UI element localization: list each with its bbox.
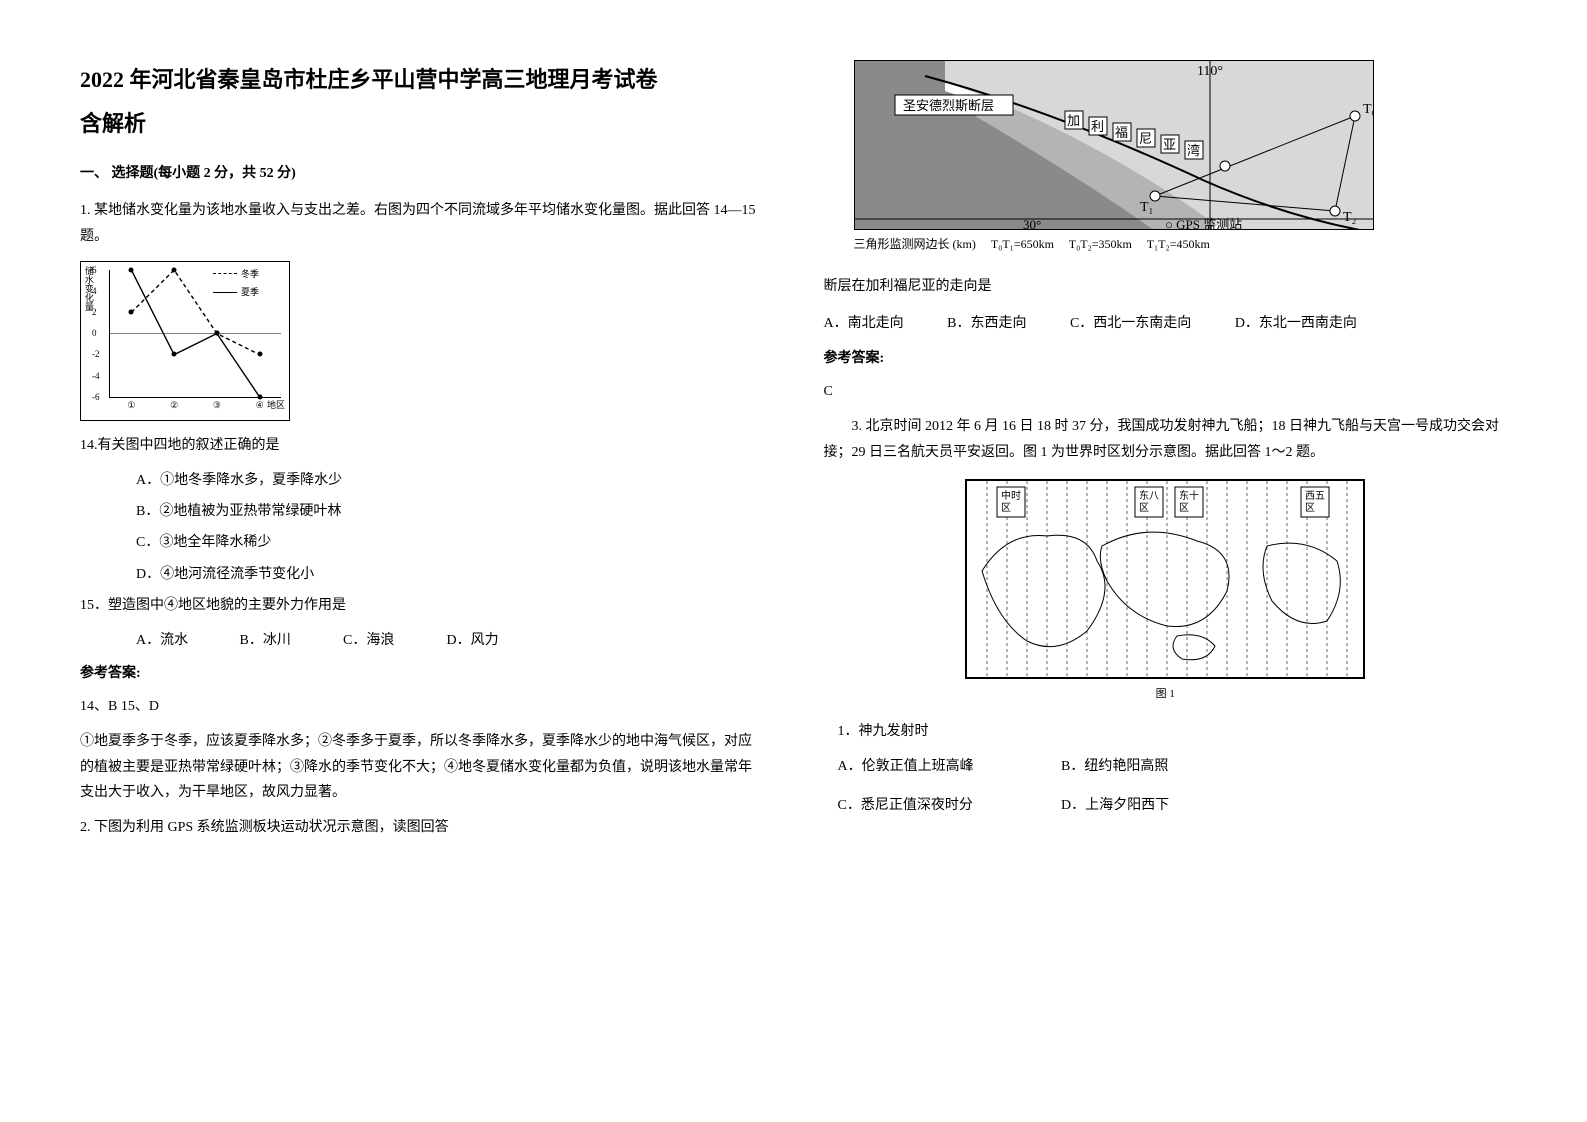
- q15-opt-d: D．风力: [447, 628, 547, 653]
- svg-text:尼: 尼: [1139, 131, 1152, 146]
- q2-opt-d: D．东北一西南走向: [1235, 311, 1357, 336]
- svg-text:西五: 西五: [1305, 491, 1325, 502]
- q2-opt-b: B．东西走向: [947, 311, 1026, 336]
- svg-text:福: 福: [1115, 125, 1128, 140]
- edge-01: T₀T₁=650km: [991, 237, 1054, 251]
- q14-opt-d: D．④地河流径流季节变化小: [80, 562, 764, 587]
- doc-title-2: 含解析: [80, 104, 764, 144]
- chart-plot-area: 6420-2-4-6①②③④地区: [109, 270, 281, 398]
- q3-1-opt-b: B．纽约艳阳高照: [1061, 754, 1281, 779]
- svg-text:中时: 中时: [1001, 489, 1021, 502]
- gps-legend: ○ GPS 监测站: [1165, 217, 1242, 230]
- q2-opts: A．南北走向 B．东西走向 C．西北一东南走向 D．东北一西南走向: [824, 311, 1508, 336]
- gps-extra: [1220, 161, 1230, 171]
- map-cap-left: 三角形监测网边长 (km): [854, 237, 976, 251]
- fault-label: 圣安德烈斯断层: [903, 98, 994, 113]
- t1-label: T₁: [1140, 200, 1153, 215]
- svg-text:区: 区: [1305, 502, 1315, 514]
- q2-intro: 2. 下图为利用 GPS 系统监测板块运动状况示意图，读图回答: [80, 815, 764, 840]
- svg-text:亚: 亚: [1163, 137, 1176, 152]
- section-head: 一、 选择题(每小题 2 分，共 52 分): [80, 161, 764, 186]
- q14-opt-c: C．③地全年降水稀少: [80, 530, 764, 555]
- q3-1-opt-d: D．上海夕阳西下: [1061, 793, 1281, 818]
- q14-opt-b: B．②地植被为亚热带常绿硬叶林: [80, 499, 764, 524]
- q1-intro: 1. 某地储水变化量为该地水量收入与支出之差。右图为四个不同流域多年平均储水变化…: [80, 198, 764, 248]
- answer-head-2: 参考答案:: [824, 346, 1508, 371]
- svg-text:区: 区: [1001, 502, 1011, 514]
- tz-caption: 图 1: [955, 685, 1375, 705]
- q14-stem: 14.有关图中四地的叙述正确的是: [80, 433, 764, 458]
- gps-map-figure: 110° 圣安德烈斯断层 加 利 福 尼 亚 湾 30° ○ GPS 监测站 T…: [854, 60, 1374, 256]
- q15-opts: A．流水 B．冰川 C．海浪 D．风力: [80, 628, 764, 653]
- explain-1: ①地夏季多于冬季，应该夏季降水多；②冬季多于夏季，所以冬季降水多，夏季降水少的地…: [80, 729, 764, 805]
- q3-1-opt-c: C．悉尼正值深夜时分: [838, 793, 1058, 818]
- right-column: 110° 圣安德烈斯断层 加 利 福 尼 亚 湾 30° ○ GPS 监测站 T…: [824, 60, 1508, 1062]
- q2-opt-a: A．南北走向: [824, 311, 904, 336]
- q15-opt-c: C．海浪: [343, 628, 443, 653]
- map-caption: 三角形监测网边长 (km) T₀T₁=650km T₀T₂=350km T₁T₂…: [854, 234, 1374, 256]
- t2-label: T₂: [1343, 210, 1357, 225]
- edge-02: T₀T₂=350km: [1069, 237, 1132, 251]
- svg-text:湾: 湾: [1187, 143, 1200, 158]
- ans-14-15: 14、B 15、D: [80, 694, 764, 719]
- answer-head-1: 参考答案:: [80, 661, 764, 686]
- q3-1-opts: A．伦敦正值上班高峰 B．纽约艳阳高照 C．悉尼正值深夜时分 D．上海夕阳西下: [838, 754, 1508, 832]
- left-column: 2022 年河北省秦皇岛市杜庄乡平山营中学高三地理月考试卷 含解析 一、 选择题…: [80, 60, 764, 1062]
- svg-text:区: 区: [1179, 502, 1189, 514]
- gps-t0: [1350, 111, 1360, 121]
- gps-t2: [1330, 206, 1340, 216]
- svg-text:利: 利: [1091, 119, 1104, 134]
- q3-1-opt-a: A．伦敦正值上班高峰: [838, 754, 1058, 779]
- water-storage-chart: 储水变化量 冬季 夏季 6420-2-4-6①②③④地区: [80, 261, 290, 421]
- doc-title-1: 2022 年河北省秦皇岛市杜庄乡平山营中学高三地理月考试卷: [80, 60, 764, 100]
- q15-opt-b: B．冰川: [240, 628, 340, 653]
- q2-stem: 断层在加利福尼亚的走向是: [824, 274, 1508, 299]
- lat-label: 30°: [1023, 217, 1041, 230]
- q15-stem: 15．塑造图中④地区地貌的主要外力作用是: [80, 593, 764, 618]
- edge-12: T₁T₂=450km: [1147, 237, 1210, 251]
- q2-opt-c: C．西北一东南走向: [1070, 311, 1191, 336]
- q3-1-stem: 1．神九发射时: [838, 719, 1508, 744]
- q14-opt-a: A．①地冬季降水多，夏季降水少: [80, 468, 764, 493]
- ans-2: C: [824, 379, 1508, 404]
- svg-text:东八: 东八: [1139, 489, 1159, 502]
- svg-text:区: 区: [1139, 502, 1149, 514]
- svg-text:东十: 东十: [1179, 489, 1199, 502]
- q3-intro: 3. 北京时间 2012 年 6 月 16 日 18 时 37 分，我国成功发射…: [824, 414, 1508, 464]
- q15-opt-a: A．流水: [136, 628, 236, 653]
- timezone-svg: 中时区 东八区 东十区 西五区: [965, 479, 1365, 679]
- t0-label: T₀: [1363, 102, 1374, 117]
- chart-lines-svg: [110, 270, 281, 397]
- lon-label: 110°: [1196, 64, 1222, 79]
- timezone-figure: 中时区 东八区 东十区 西五区 图 1: [955, 479, 1375, 705]
- svg-text:加: 加: [1067, 113, 1080, 128]
- gps-map-svg: 110° 圣安德烈斯断层 加 利 福 尼 亚 湾 30° ○ GPS 监测站 T…: [854, 60, 1374, 230]
